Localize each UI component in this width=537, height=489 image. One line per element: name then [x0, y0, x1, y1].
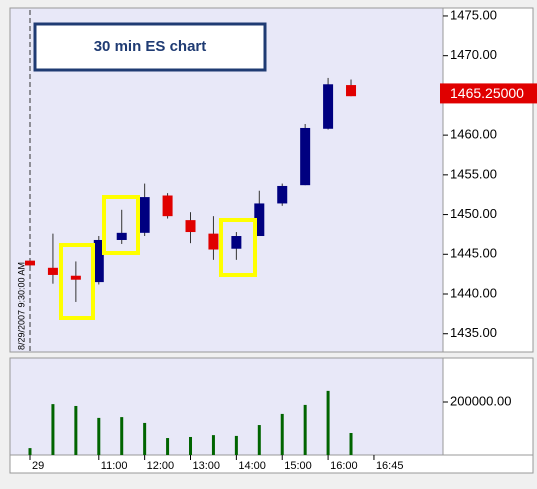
- candle-body: [277, 185, 288, 204]
- highlight-box: [102, 195, 140, 255]
- volume-bar: [51, 404, 55, 455]
- candle-body: [208, 233, 219, 250]
- highlight-box: [59, 243, 95, 320]
- volume-bar: [211, 435, 215, 455]
- volume-bar: [349, 433, 353, 455]
- volume-bar: [166, 438, 170, 455]
- volume-bar: [143, 422, 147, 455]
- candle-body: [25, 260, 35, 266]
- marks: 1435.00 1440.00 1445.00 1450.00 1455.00 1460.…: [25, 7, 537, 472]
- x-tick-label: 13:00: [193, 460, 221, 472]
- y-tick-label: 1445.00: [450, 246, 497, 261]
- volume-bar: [120, 417, 124, 455]
- candle-body: [254, 203, 265, 237]
- candle-body: [47, 267, 58, 275]
- candle-body: [162, 195, 173, 217]
- x-tick-label: 16:45: [376, 460, 404, 472]
- y-tick-label: 1470.00: [450, 47, 497, 62]
- x-tick-label: 15:00: [284, 460, 312, 472]
- y-tick-label: 200000.00: [450, 393, 511, 408]
- title-box: [33, 22, 267, 72]
- volume-bar: [326, 390, 330, 455]
- x-tick-label: 14:00: [238, 460, 266, 472]
- last-price-marker: [440, 83, 537, 104]
- candle-body: [323, 84, 334, 129]
- candle-body: [93, 239, 104, 283]
- x-tick-label: 29: [32, 460, 44, 472]
- candle-body: [70, 275, 81, 280]
- candle-body: [185, 220, 196, 233]
- y-tick-label: 1440.00: [450, 285, 497, 300]
- date-label: 8/29/2007 9:30:00 AM: [16, 262, 26, 350]
- price-axis: [442, 7, 534, 353]
- candle-body: [116, 232, 127, 240]
- volume-bar: [257, 425, 261, 455]
- x-tick-label: 11:00: [101, 460, 128, 472]
- volume-bar: [234, 435, 238, 455]
- volume-bar: [280, 413, 284, 455]
- volume-bar: [189, 436, 193, 455]
- time-axis: [9, 454, 534, 474]
- volume-axis: [442, 357, 534, 456]
- y-tick-label: 1435.00: [450, 325, 497, 340]
- candle-body: [300, 127, 311, 186]
- volume-bar: [28, 448, 32, 455]
- x-tick-label: 16:00: [330, 460, 358, 472]
- candle-body: [346, 85, 357, 97]
- volume-bar: [303, 404, 307, 455]
- y-tick-label: 1475.00: [450, 7, 497, 22]
- chart-title: 30 min ES chart: [94, 38, 207, 55]
- y-tick-label: 1450.00: [450, 206, 497, 221]
- highlight-box: [219, 218, 257, 277]
- y-tick-label: 1460.00: [450, 127, 497, 142]
- candle-body: [139, 197, 150, 233]
- candle-body: [231, 236, 242, 249]
- last-price-label: 1465.25000: [450, 85, 524, 101]
- volume-bar: [97, 417, 101, 455]
- y-tick-label: 1455.00: [450, 166, 497, 181]
- volume-bar: [74, 405, 78, 455]
- volume-panel: [9, 357, 444, 456]
- x-tick-label: 12:00: [147, 460, 175, 472]
